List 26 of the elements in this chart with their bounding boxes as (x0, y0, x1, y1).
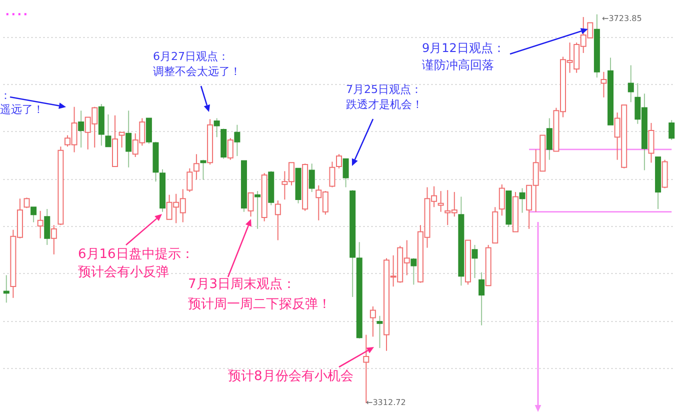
candlestick (227, 138, 234, 160)
candlestick (648, 122, 654, 164)
candlestick (248, 192, 254, 218)
candlestick (146, 118, 152, 144)
candlestick (37, 210, 44, 239)
annotation: 9月12日观点：谨防冲高回落 (422, 41, 505, 72)
candlestick (329, 161, 336, 188)
annotation: 6月27日观点：调整不会太远了！ (153, 50, 241, 78)
annotation: 6月16日盘中提示：预计会有小反弹 (78, 247, 194, 280)
candlestick (336, 154, 342, 169)
annotation: 预计8月份会有小机会 (228, 369, 354, 384)
annotation: ←3723.85 (602, 14, 642, 23)
candlestick (600, 71, 607, 98)
candlestick (24, 197, 30, 209)
candlestick (274, 200, 281, 241)
candlestick (118, 132, 125, 148)
candlestick (193, 154, 200, 180)
candlestick (50, 224, 57, 255)
candlestick (186, 168, 193, 192)
annotation: 7月3日周末观点：预计周一周二下探反弹！ (188, 277, 331, 312)
candlestick (370, 306, 376, 338)
annotation: ←3312.72 (366, 398, 406, 407)
annotation: 7月25日观点：跌透才是机会！ (346, 83, 423, 111)
candlestick (438, 190, 444, 212)
candlestick (498, 184, 505, 216)
annotation: ：遥远了！ (0, 89, 44, 116)
